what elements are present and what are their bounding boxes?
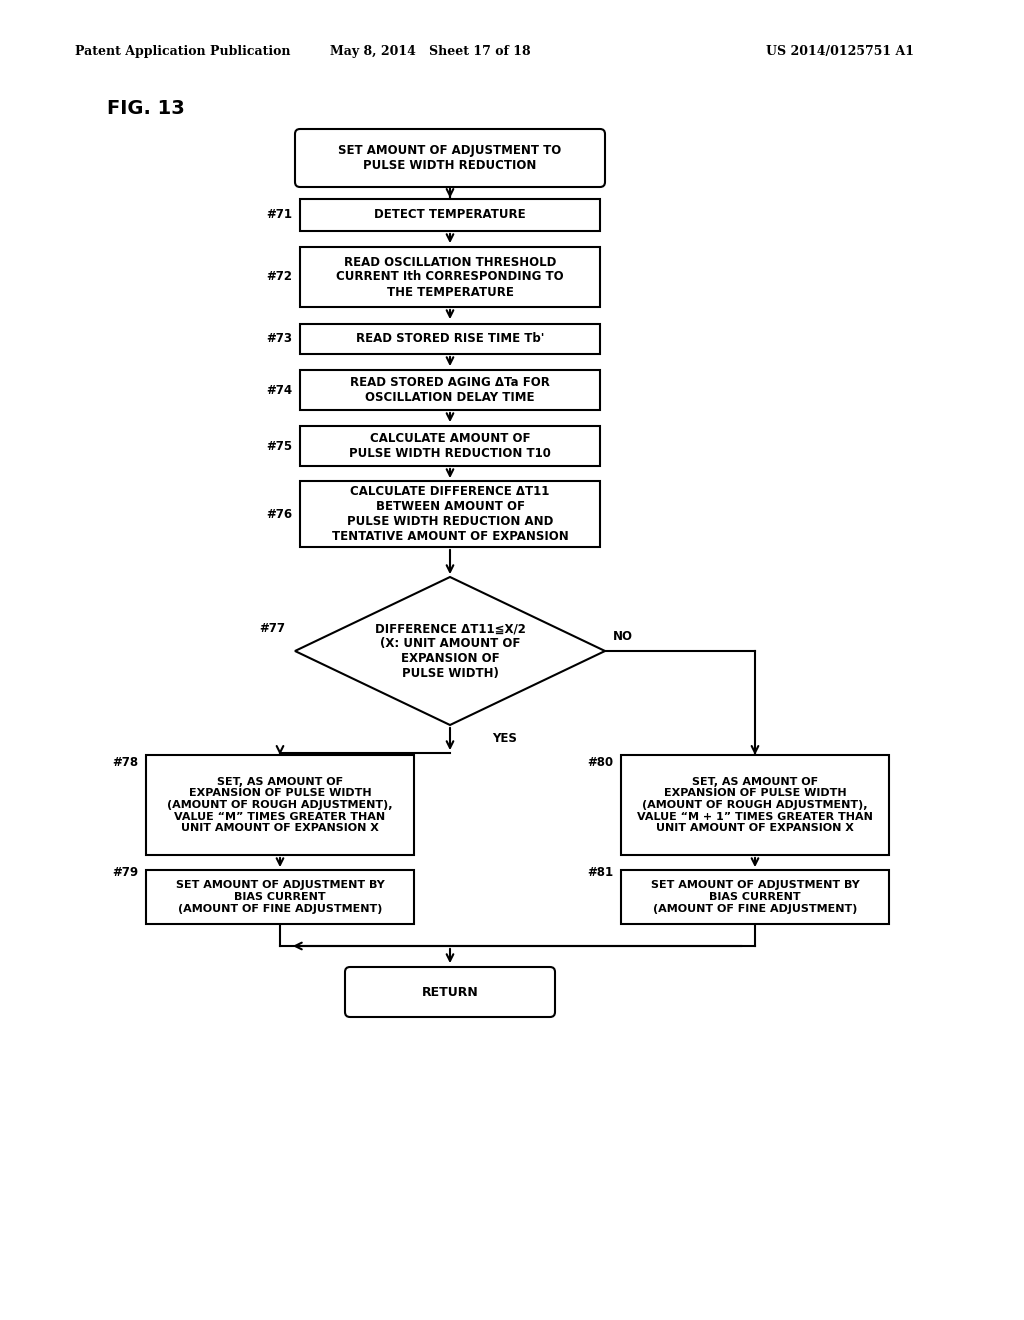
Bar — [300, 323, 600, 354]
Bar — [300, 480, 600, 546]
Text: CALCULATE DIFFERENCE ΔT11
BETWEEN AMOUNT OF
PULSE WIDTH REDUCTION AND
TENTATIVE : CALCULATE DIFFERENCE ΔT11 BETWEEN AMOUNT… — [332, 484, 568, 543]
Text: #72: #72 — [266, 271, 292, 284]
Text: #79: #79 — [112, 866, 138, 879]
Text: SET AMOUNT OF ADJUSTMENT TO
PULSE WIDTH REDUCTION: SET AMOUNT OF ADJUSTMENT TO PULSE WIDTH … — [338, 144, 561, 172]
Text: SET, AS AMOUNT OF
EXPANSION OF PULSE WIDTH
(AMOUNT OF ROUGH ADJUSTMENT),
VALUE “: SET, AS AMOUNT OF EXPANSION OF PULSE WID… — [637, 776, 872, 833]
Text: SET AMOUNT OF ADJUSTMENT BY
BIAS CURRENT
(AMOUNT OF FINE ADJUSTMENT): SET AMOUNT OF ADJUSTMENT BY BIAS CURRENT… — [176, 880, 384, 913]
Bar — [146, 755, 414, 855]
Text: #78: #78 — [112, 756, 138, 770]
Bar — [300, 247, 600, 308]
Text: FIG. 13: FIG. 13 — [106, 99, 184, 117]
Text: #77: #77 — [259, 623, 285, 635]
Text: May 8, 2014   Sheet 17 of 18: May 8, 2014 Sheet 17 of 18 — [330, 45, 530, 58]
Text: DIFFERENCE ΔT11≦X/2
(X: UNIT AMOUNT OF
EXPANSION OF
PULSE WIDTH): DIFFERENCE ΔT11≦X/2 (X: UNIT AMOUNT OF E… — [375, 622, 525, 680]
Text: DETECT TEMPERATURE: DETECT TEMPERATURE — [374, 209, 525, 222]
Bar — [621, 870, 889, 924]
Text: #75: #75 — [266, 440, 292, 453]
Text: YES: YES — [492, 733, 517, 746]
FancyBboxPatch shape — [345, 968, 555, 1016]
Text: #73: #73 — [266, 333, 292, 346]
Text: Patent Application Publication: Patent Application Publication — [75, 45, 291, 58]
Polygon shape — [295, 577, 605, 725]
Bar — [300, 426, 600, 466]
Bar — [300, 199, 600, 231]
Text: US 2014/0125751 A1: US 2014/0125751 A1 — [766, 45, 914, 58]
Text: READ STORED RISE TIME Tb': READ STORED RISE TIME Tb' — [355, 333, 544, 346]
Text: #76: #76 — [266, 507, 292, 520]
FancyBboxPatch shape — [295, 129, 605, 187]
Text: SET, AS AMOUNT OF
EXPANSION OF PULSE WIDTH
(AMOUNT OF ROUGH ADJUSTMENT),
VALUE “: SET, AS AMOUNT OF EXPANSION OF PULSE WID… — [167, 776, 393, 833]
Text: READ STORED AGING ΔTa FOR
OSCILLATION DELAY TIME: READ STORED AGING ΔTa FOR OSCILLATION DE… — [350, 376, 550, 404]
Text: #74: #74 — [266, 384, 292, 396]
Text: NO: NO — [613, 631, 633, 644]
Bar — [146, 870, 414, 924]
Text: CALCULATE AMOUNT OF
PULSE WIDTH REDUCTION T10: CALCULATE AMOUNT OF PULSE WIDTH REDUCTIO… — [349, 432, 551, 459]
Text: RETURN: RETURN — [422, 986, 478, 998]
Bar — [300, 370, 600, 411]
Text: SET AMOUNT OF ADJUSTMENT BY
BIAS CURRENT
(AMOUNT OF FINE ADJUSTMENT): SET AMOUNT OF ADJUSTMENT BY BIAS CURRENT… — [650, 880, 859, 913]
Bar — [621, 755, 889, 855]
Text: #80: #80 — [587, 756, 613, 770]
Text: READ OSCILLATION THRESHOLD
CURRENT Ith CORRESPONDING TO
THE TEMPERATURE: READ OSCILLATION THRESHOLD CURRENT Ith C… — [336, 256, 564, 298]
Text: #71: #71 — [266, 209, 292, 222]
Text: #81: #81 — [587, 866, 613, 879]
